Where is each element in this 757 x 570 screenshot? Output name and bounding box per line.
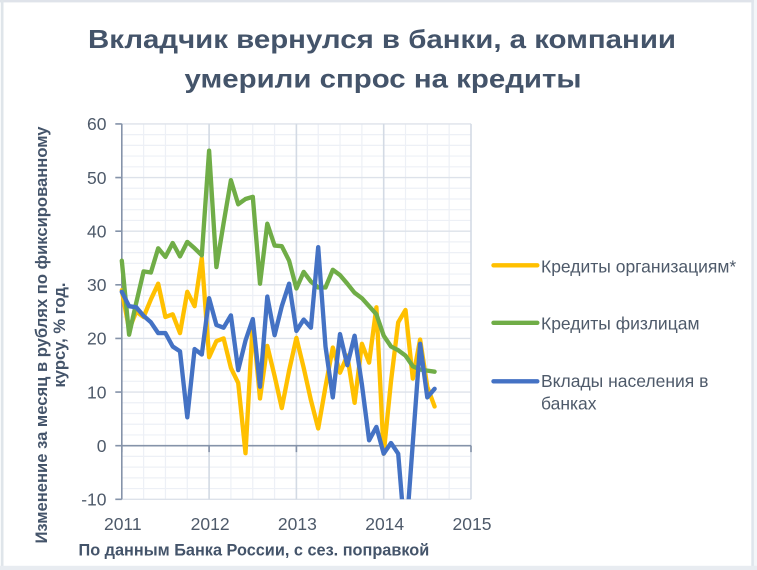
svg-text:10: 10 xyxy=(87,382,107,402)
svg-text:30: 30 xyxy=(87,275,107,295)
svg-text:20: 20 xyxy=(87,329,107,349)
svg-text:2011: 2011 xyxy=(104,514,142,534)
svg-text:По данным Банка России, с сез.: По данным Банка России, с сез. поправкой xyxy=(79,542,430,560)
svg-text:Изменение за месяц в рублях по: Изменение за месяц в рублях по фиксирова… xyxy=(32,126,51,544)
svg-text:банках: банках xyxy=(541,393,597,413)
svg-text:Вклады населения в: Вклады населения в xyxy=(541,371,708,391)
svg-text:Кредиты организациям*: Кредиты организациям* xyxy=(541,256,736,276)
svg-text:2013: 2013 xyxy=(278,514,317,534)
svg-text:50: 50 xyxy=(87,168,107,188)
svg-text:0: 0 xyxy=(97,436,107,456)
svg-text:умерили спрос на кредиты: умерили спрос на кредиты xyxy=(185,63,582,93)
svg-text:-10: -10 xyxy=(81,490,107,510)
svg-text:60: 60 xyxy=(87,114,107,134)
svg-text:2012: 2012 xyxy=(191,514,230,534)
svg-text:2015: 2015 xyxy=(453,514,492,534)
svg-text:2014: 2014 xyxy=(365,514,404,534)
svg-text:Кредиты физлицам: Кредиты физлицам xyxy=(541,314,700,334)
svg-text:40: 40 xyxy=(87,222,107,242)
svg-text:Вкладчик вернулся в банки, а к: Вкладчик вернулся в банки, а компании xyxy=(88,24,676,54)
svg-text:курсу, % год.: курсу, % год. xyxy=(50,283,69,388)
